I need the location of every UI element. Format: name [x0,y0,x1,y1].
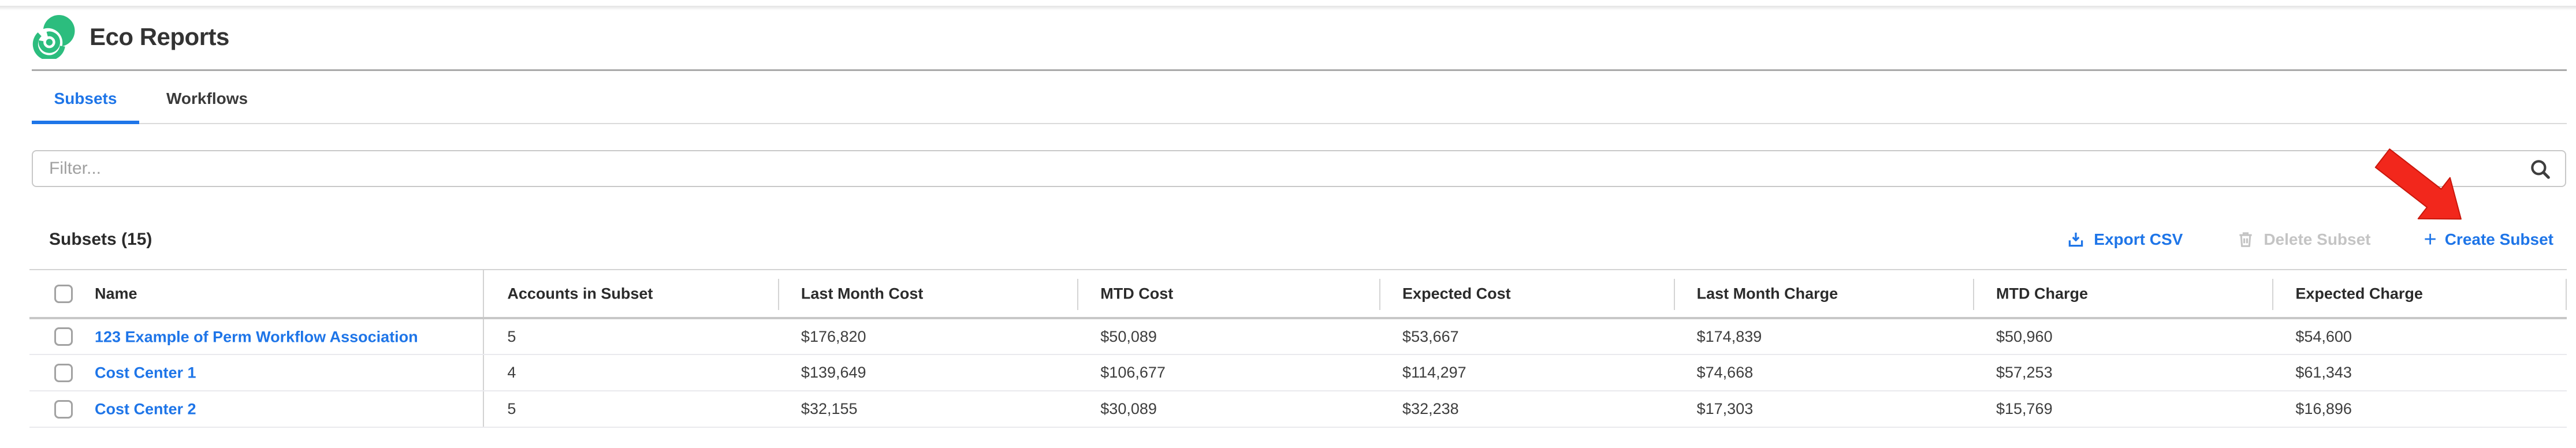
column-header-name[interactable]: Name [29,270,485,319]
filter-bar [32,150,2566,187]
subset-name-link[interactable]: 123 Example of Perm Workflow Association [95,327,418,345]
table-header-row: Name Accounts in Subset Last Month Cost … [29,270,2567,319]
subsets-table: Name Accounts in Subset Last Month Cost … [29,269,2567,428]
column-header-expected-charge[interactable]: Expected Charge [2272,270,2567,319]
table-row: 123 Example of Perm Workflow Association… [29,318,2567,355]
cell-mtd-cost: $50,089 [1077,318,1380,355]
plus-icon: + [2424,227,2437,252]
export-csv-label: Export CSV [2094,230,2183,248]
tab-workflows[interactable]: Workflows [166,89,248,107]
subset-name-link[interactable]: Cost Center 1 [95,364,196,382]
column-header-mtd-charge[interactable]: MTD Charge [1972,270,2273,319]
create-subset-button[interactable]: + Create Subset [2424,227,2554,252]
download-icon [2069,232,2083,247]
cell-expected-cost: $114,297 [1379,354,1674,391]
cell-expected-charge: $54,600 [2272,318,2567,355]
search-icon[interactable] [2528,157,2552,181]
trash-icon [2239,232,2252,247]
export-csv-button[interactable]: Export CSV [2066,230,2183,249]
cell-accounts: 5 [483,318,778,355]
cell-expected-charge: $61,343 [2272,354,2567,391]
column-header-accounts[interactable]: Accounts in Subset [483,270,778,319]
cell-last-month-cost: $139,649 [777,354,1078,391]
page-title: Eco Reports [90,23,229,50]
tab-bar: Subsets Workflows [32,71,2567,124]
cell-name: 123 Example of Perm Workflow Association [29,318,485,355]
filter-input[interactable] [32,150,2566,187]
row-checkbox[interactable] [54,327,73,346]
cell-last-month-charge: $17,303 [1673,391,1973,428]
column-header-last-month-charge[interactable]: Last Month Charge [1673,270,1973,319]
row-checkbox[interactable] [54,400,73,419]
cell-name: Cost Center 2 [29,391,485,428]
cell-accounts: 4 [483,354,778,391]
app-header: Eco Reports [0,0,2576,69]
cell-expected-cost: $32,238 [1379,391,1674,428]
subsets-toolbar: Subsets (15) Export CSV Delete Subset + … [49,226,2553,253]
table-row: Cost Center 2 5 $32,155 $30,089 $32,238 … [29,391,2567,428]
top-shadow [0,6,2576,10]
create-subset-label: Create Subset [2444,230,2553,248]
table-row: Cost Center 1 4 $139,649 $106,677 $114,2… [29,354,2567,391]
cell-mtd-cost: $30,089 [1077,391,1380,428]
delete-subset-button[interactable]: Delete Subset [2236,230,2371,249]
cell-last-month-charge: $74,668 [1673,354,1973,391]
subset-name-link[interactable]: Cost Center 2 [95,400,196,418]
subsets-count-heading: Subsets (15) [49,230,152,249]
cell-last-month-cost: $32,155 [777,391,1078,428]
eco-logo-icon [32,15,75,59]
select-all-checkbox[interactable] [54,284,73,303]
table-body: 123 Example of Perm Workflow Association… [29,318,2567,428]
row-checkbox[interactable] [54,363,73,382]
cell-name: Cost Center 1 [29,354,485,391]
cell-last-month-charge: $174,839 [1673,318,1973,355]
column-header-mtd-cost[interactable]: MTD Cost [1077,270,1380,319]
cell-mtd-charge: $57,253 [1972,354,2273,391]
cell-last-month-cost: $176,820 [777,318,1078,355]
cell-expected-charge: $16,896 [2272,391,2567,428]
cell-expected-cost: $53,667 [1379,318,1674,355]
cell-mtd-charge: $15,769 [1972,391,2273,428]
cell-mtd-charge: $50,960 [1972,318,2273,355]
cell-mtd-cost: $106,677 [1077,354,1380,391]
delete-subset-label: Delete Subset [2264,230,2371,248]
cell-accounts: 5 [483,391,778,428]
header-divider [32,69,2567,71]
column-header-expected-cost[interactable]: Expected Cost [1379,270,1674,319]
column-header-last-month-cost[interactable]: Last Month Cost [777,270,1078,319]
tab-subsets[interactable]: Subsets [32,89,139,124]
